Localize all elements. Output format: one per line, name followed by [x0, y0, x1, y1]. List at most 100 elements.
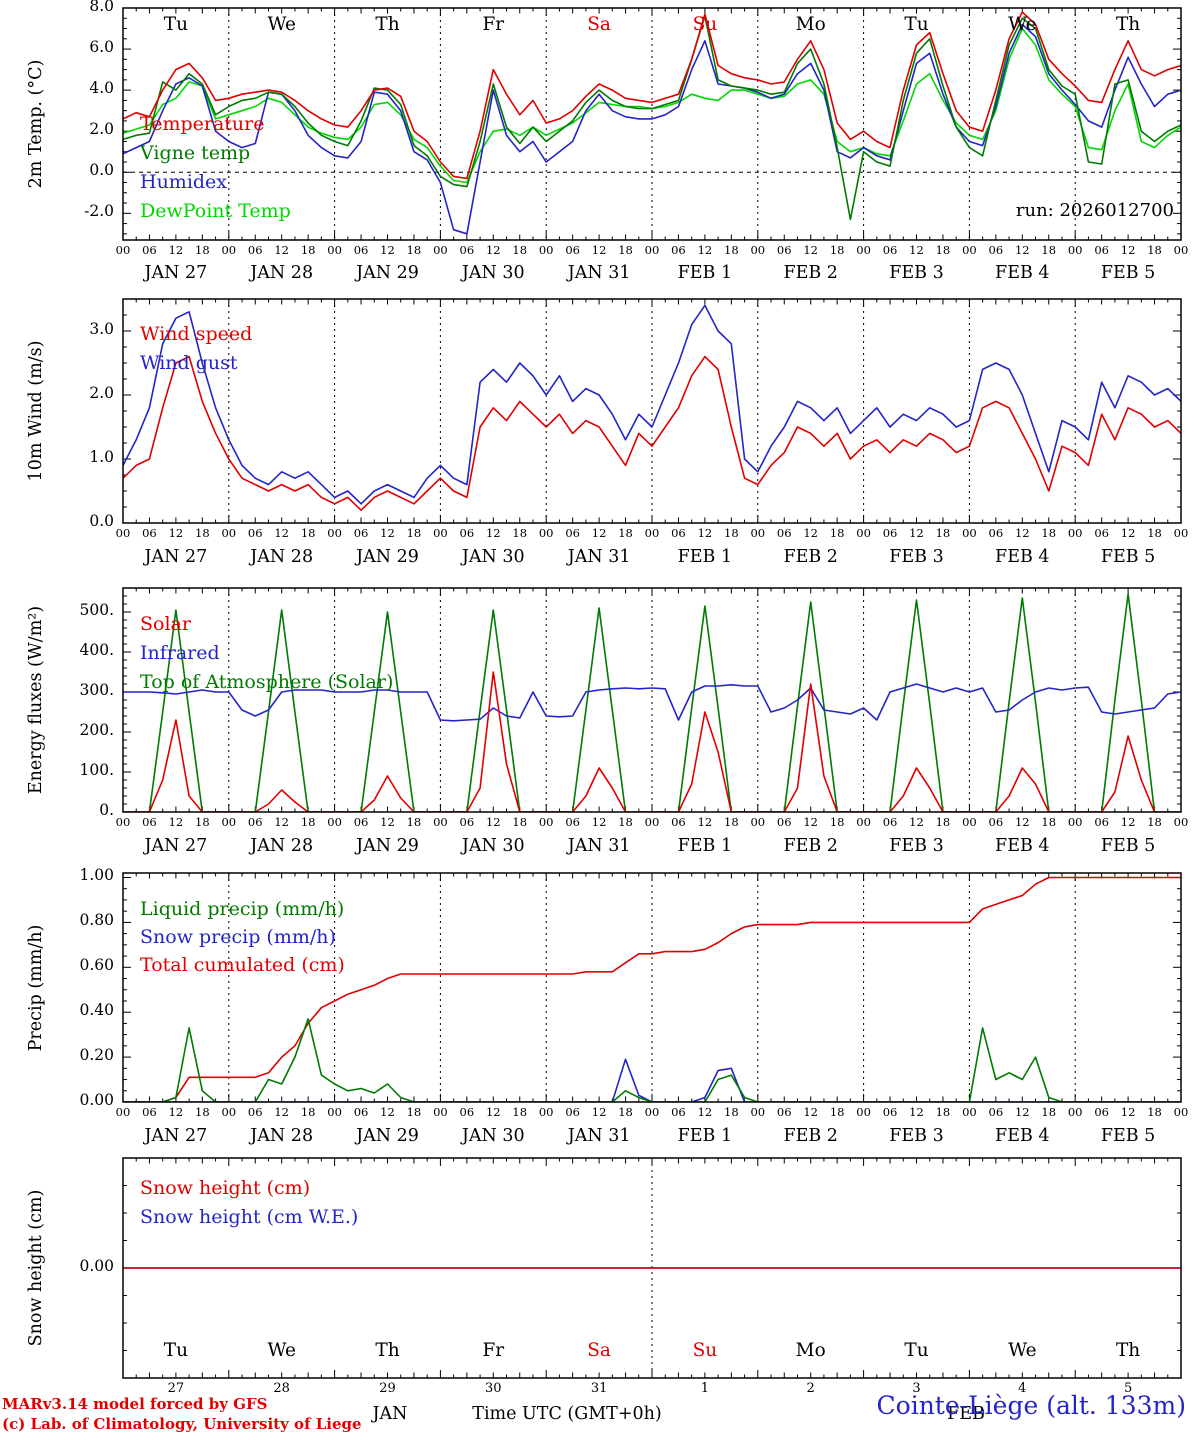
x-tick-label: 00: [221, 815, 237, 829]
x-tick-label: 18: [1041, 243, 1057, 257]
x-tick-label: 18: [829, 815, 845, 829]
x-tick-label: 00: [1067, 526, 1083, 540]
x-tick-label: 00: [644, 243, 660, 257]
x-tick-label: 06: [459, 243, 475, 257]
x-tick-label: 12: [274, 243, 289, 257]
day-label: We: [1008, 14, 1037, 35]
legend-item: Top of Atmosphere (Solar): [140, 671, 394, 693]
x-tick-label: 00: [221, 243, 237, 257]
x-tick-label: 00: [1173, 1105, 1189, 1119]
x-tick-label: 06: [353, 526, 369, 540]
y-tick-label: 200.: [79, 721, 114, 739]
x-tick-label: 12: [909, 1105, 924, 1119]
legend-item: Vigne temp: [140, 142, 251, 164]
x-tick-label: 00: [538, 243, 554, 257]
date-label: JAN 29: [356, 1126, 419, 1146]
x-tick-label: 12: [168, 243, 184, 257]
x-tick-label: 00: [750, 1105, 766, 1119]
y-tick-label: 1.0: [89, 448, 114, 466]
date-label: FEB 5: [1100, 836, 1156, 856]
x-tick-label: 12: [909, 526, 924, 540]
date-label: FEB 2: [783, 1126, 838, 1146]
y-axis-title: Precip (mm/h): [26, 924, 46, 1051]
x-tick-label: 00: [115, 815, 131, 829]
y-tick-label: 0.0: [89, 161, 114, 180]
x-tick-label: 00: [856, 815, 871, 829]
x-tick-label: 00: [433, 1105, 448, 1119]
x-tick-label: 18: [1147, 815, 1162, 829]
date-label: JAN 27: [144, 547, 208, 567]
day-label: Th: [375, 14, 400, 35]
date-label: FEB 5: [1100, 547, 1156, 567]
x-tick-label: 00: [1173, 815, 1189, 829]
x-tick-label: 06: [565, 815, 580, 829]
x-tick-label: 18: [618, 526, 633, 540]
day-number-label: 27: [167, 1381, 185, 1396]
date-label: JAN 28: [250, 263, 314, 283]
date-label: FEB 3: [889, 263, 944, 283]
date-label: JAN 29: [356, 836, 419, 856]
x-tick-label: 06: [671, 243, 686, 257]
x-tick-label: 06: [988, 526, 1004, 540]
y-tick-label: 0.60: [79, 956, 114, 975]
x-tick-label: 00: [1067, 243, 1083, 257]
y-tick-label: 4.0: [89, 79, 114, 98]
x-tick-label: 18: [829, 243, 845, 257]
date-label: FEB 4: [995, 1126, 1050, 1146]
x-tick-label: 12: [168, 526, 184, 540]
y-tick-label: 1.00: [79, 866, 114, 885]
day-label: We: [267, 1340, 296, 1361]
x-tick-label: 12: [485, 526, 501, 540]
y-tick-label: -2.0: [84, 202, 114, 221]
legend-item: Snow precip (mm/h): [140, 926, 336, 948]
x-tick-label: 06: [142, 1105, 157, 1119]
x-tick-label: 18: [724, 243, 739, 257]
y-tick-label: 3.0: [89, 320, 114, 338]
x-tick-label: 06: [459, 526, 475, 540]
day-label: Sa: [587, 1340, 611, 1361]
x-tick-label: 06: [671, 526, 686, 540]
legend-item: DewPoint Temp: [140, 200, 291, 222]
x-tick-label: 12: [1120, 815, 1136, 829]
x-tick-label: 12: [909, 815, 924, 829]
x-tick-label: 06: [565, 243, 580, 257]
x-tick-label: 00: [1067, 1105, 1083, 1119]
x-tick-label: 06: [142, 815, 157, 829]
x-tick-label: 00: [115, 1105, 131, 1119]
x-tick-label: 06: [988, 243, 1004, 257]
x-tick-label: 18: [406, 243, 422, 257]
day-label: Th: [375, 1340, 400, 1361]
x-tick-label: 00: [538, 526, 554, 540]
x-tick-label: 18: [618, 815, 633, 829]
legend-item: Solar: [140, 613, 191, 635]
x-tick-label: 00: [538, 815, 554, 829]
x-tick-label: 12: [1014, 1105, 1030, 1119]
x-tick-label: 00: [221, 526, 237, 540]
date-label: JAN 28: [250, 1126, 314, 1146]
x-tick-label: 00: [1173, 526, 1189, 540]
x-tick-label: 06: [247, 526, 263, 540]
date-label: FEB 2: [783, 547, 838, 567]
x-tick-label: 18: [195, 1105, 210, 1119]
x-tick-label: 12: [1014, 526, 1030, 540]
x-tick-label: 00: [433, 815, 448, 829]
x-tick-label: 06: [353, 243, 369, 257]
x-tick-label: 12: [803, 815, 818, 829]
date-label: JAN 31: [567, 836, 631, 856]
day-number-label: 3: [912, 1381, 921, 1396]
legend-item: Snow height (cm W.E.): [140, 1206, 359, 1228]
x-tick-label: 06: [776, 815, 792, 829]
x-tick-label: 18: [512, 1105, 528, 1119]
x-tick-label: 06: [988, 1105, 1004, 1119]
date-label: JAN 27: [144, 1126, 208, 1146]
x-tick-label: 00: [327, 526, 342, 540]
legend-item: Wind speed: [140, 323, 253, 345]
x-tick-label: 12: [485, 1105, 501, 1119]
date-label: FEB 2: [783, 836, 838, 856]
x-tick-label: 00: [115, 526, 131, 540]
date-label: FEB 3: [889, 836, 944, 856]
x-tick-label: 12: [1120, 243, 1136, 257]
x-tick-label: 00: [221, 1105, 237, 1119]
day-label: Su: [692, 1340, 718, 1361]
x-tick-label: 06: [1094, 243, 1109, 257]
